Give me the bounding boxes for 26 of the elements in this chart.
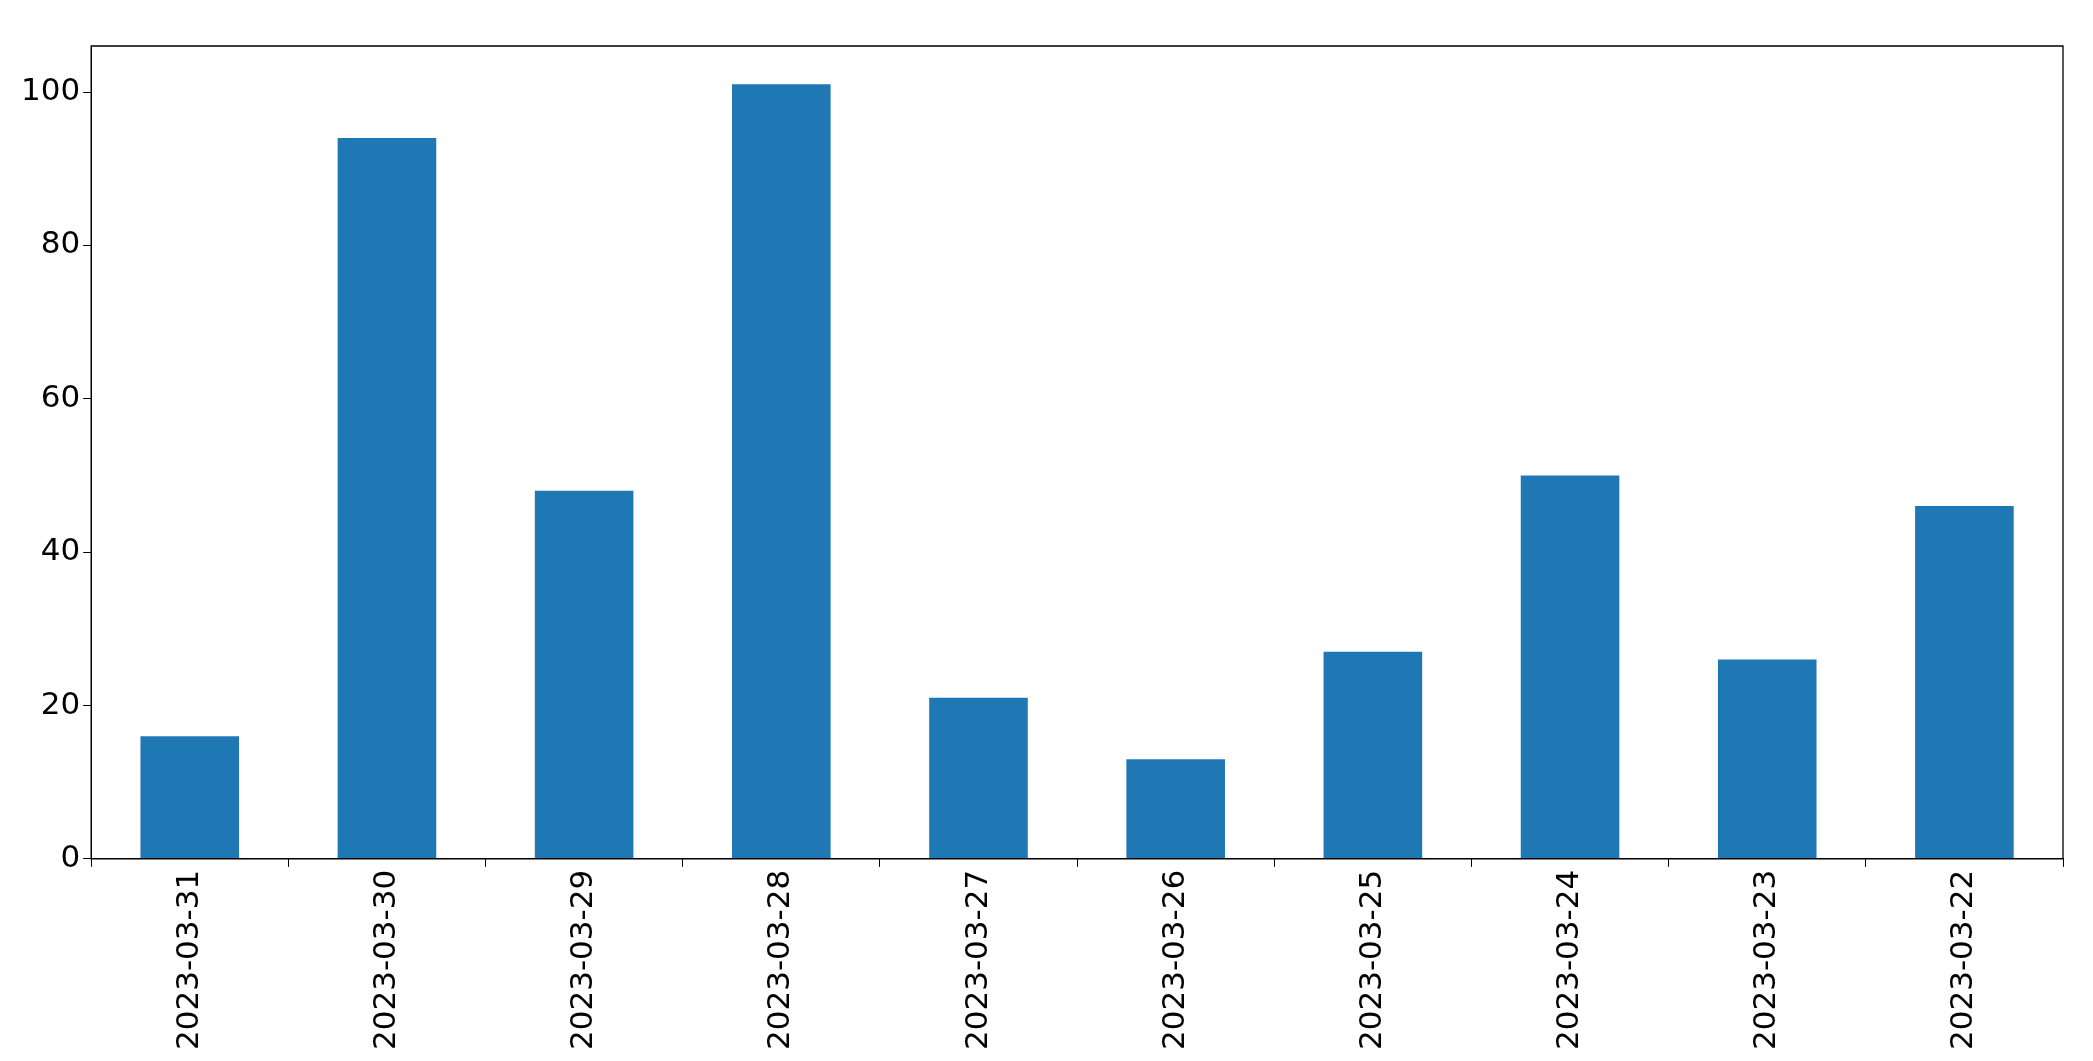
x-tick-label: 2023-03-25 bbox=[1351, 869, 1388, 1051]
x-tick-label: 2023-03-28 bbox=[760, 869, 797, 1051]
y-tick-label: 20 bbox=[40, 684, 81, 721]
x-tick-label: 2023-03-22 bbox=[1943, 869, 1980, 1051]
y-tick-label: 60 bbox=[40, 377, 81, 414]
bar bbox=[732, 84, 831, 859]
bar bbox=[1323, 651, 1423, 859]
bar bbox=[1126, 759, 1225, 859]
y-tick-label: 40 bbox=[40, 531, 81, 568]
bar bbox=[140, 736, 240, 859]
x-tick-label: 2023-03-31 bbox=[168, 869, 205, 1051]
x-tick-label: 2023-03-27 bbox=[957, 869, 994, 1051]
y-tick-label: 100 bbox=[21, 71, 81, 108]
y-tick-label: 80 bbox=[40, 224, 81, 261]
bar bbox=[929, 697, 1028, 859]
y-tick-label: 0 bbox=[60, 837, 81, 874]
x-tick-label: 2023-03-24 bbox=[1549, 869, 1586, 1051]
x-tick-label: 2023-03-23 bbox=[1746, 869, 1783, 1051]
bar bbox=[1717, 659, 1817, 859]
bar bbox=[337, 138, 437, 859]
bar bbox=[1520, 475, 1620, 859]
bar bbox=[1915, 506, 2014, 859]
bar bbox=[534, 490, 634, 859]
x-tick-label: 2023-03-26 bbox=[1154, 869, 1191, 1051]
x-tick-label: 2023-03-29 bbox=[563, 869, 600, 1051]
x-tick-label: 2023-03-30 bbox=[365, 869, 402, 1051]
